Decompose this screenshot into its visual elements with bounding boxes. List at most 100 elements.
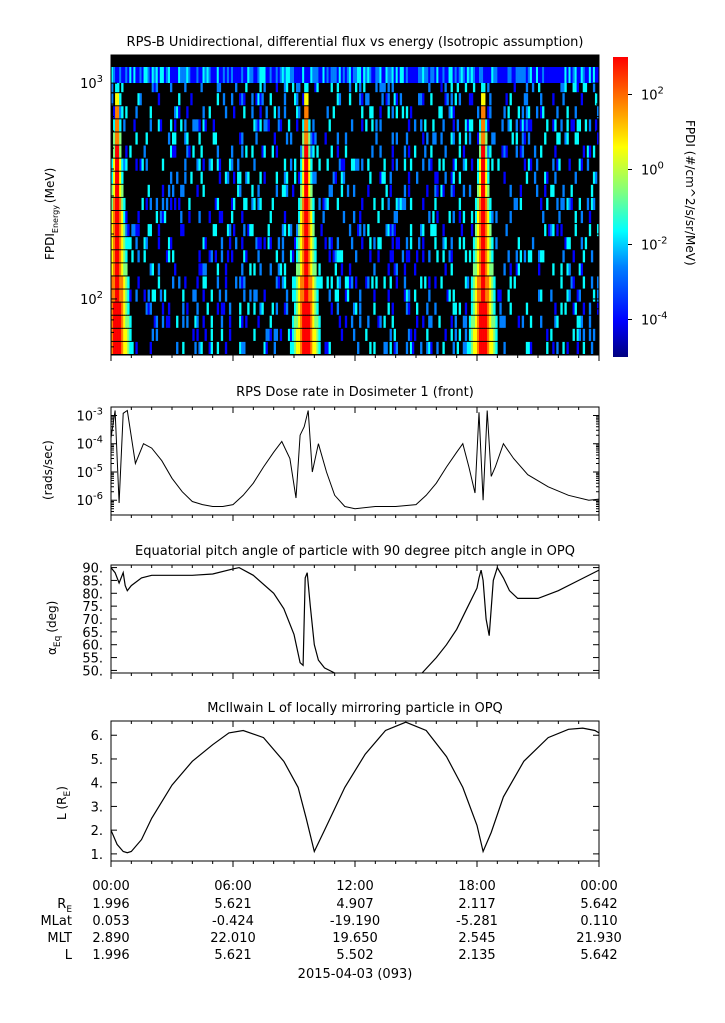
spectrogram-cell <box>328 184 331 197</box>
spectrogram-cell <box>584 237 588 250</box>
spectrogram-cell <box>300 328 303 341</box>
spectrogram-cell <box>334 250 337 263</box>
spectrogram-cell <box>300 302 303 315</box>
spectrogram-cell <box>413 119 417 132</box>
spectrogram-cell <box>350 119 354 132</box>
spectrogram-cell <box>338 93 342 106</box>
spectrogram-cell <box>387 106 390 119</box>
spectrogram-cell <box>255 289 258 302</box>
spectrogram-cell <box>519 145 523 158</box>
pitch-series-line-2 <box>421 566 600 674</box>
spectrogram-cell <box>115 171 118 184</box>
spectrogram-cell <box>489 197 492 210</box>
spectrogram-cell <box>310 67 313 83</box>
spectrogram-cell <box>176 106 179 119</box>
spectrogram-cell <box>487 145 490 158</box>
spectrogram-cell <box>308 263 311 276</box>
spectrogram-cell <box>216 341 220 354</box>
spectrogram-cell <box>202 184 205 197</box>
spectrogram-cell <box>243 197 246 210</box>
spectrogram-cell <box>182 315 185 328</box>
spectrogram-cell <box>121 250 124 263</box>
spectrogram-cell <box>481 263 484 276</box>
spectrogram-cell <box>481 302 484 315</box>
spectrogram-cell <box>568 289 571 302</box>
spectrogram-cell <box>487 237 490 250</box>
spectrogram-cell <box>348 224 352 237</box>
spectrogram-cell <box>472 263 476 276</box>
spectrogram-cell <box>434 197 437 210</box>
spectrogram-cell <box>491 263 494 276</box>
spectrogram-cell <box>470 158 474 171</box>
spectrogram-cell <box>515 263 518 276</box>
spectrogram-cell <box>434 302 437 315</box>
spectrogram-cell <box>458 211 462 224</box>
spectrogram-cell <box>198 250 201 263</box>
spectrogram-cell <box>300 211 303 224</box>
spectrogram-cell <box>119 145 122 158</box>
spectrogram-cell <box>247 224 250 237</box>
spectrogram-cell <box>239 276 242 289</box>
spectrogram-cell <box>487 184 490 197</box>
spectrogram-cell <box>316 328 319 341</box>
spectrogram-cell <box>491 250 494 263</box>
spectrogram-cell <box>281 276 285 289</box>
spectrogram-cell <box>289 67 293 83</box>
spectrogram-cell <box>489 93 492 106</box>
spectrogram-cell <box>485 302 488 315</box>
spectrogram-cell <box>430 145 433 158</box>
spectrogram-cell <box>216 80 220 93</box>
spectrogram-cell <box>178 93 181 106</box>
spectrogram-cell <box>596 276 600 289</box>
spectrogram-cell <box>485 184 488 197</box>
spectrogram-cell <box>413 145 417 158</box>
spectrogram-cell <box>115 197 118 210</box>
spectrogram-cell <box>296 93 299 106</box>
spectrogram-cell <box>544 224 547 237</box>
spectrogram-cell <box>509 211 512 224</box>
spectrogram-cell <box>487 171 490 184</box>
ephemeris-value: 2.117 <box>458 897 495 912</box>
spectrogram-cell <box>210 289 213 302</box>
spectrogram-cell <box>208 250 211 263</box>
spectrogram-cell <box>296 250 299 263</box>
spectrogram-cell <box>302 237 305 250</box>
spectrogram-cell <box>371 119 374 132</box>
spectrogram-cell <box>525 67 529 83</box>
spectrogram-cell <box>479 132 482 145</box>
spectrogram-cell <box>202 237 205 250</box>
spectrogram-cell <box>111 158 114 171</box>
spectrogram-cell <box>477 106 480 119</box>
spectrogram-cell <box>115 106 118 119</box>
spectrogram-cell <box>385 341 388 354</box>
spectrogram-cell <box>477 341 480 354</box>
spectrogram-cell <box>513 197 516 210</box>
spectrogram-cell <box>424 67 427 83</box>
spectrogram-cell <box>340 67 344 83</box>
spectrogram-cell <box>111 289 114 302</box>
spectrogram-cell <box>420 341 423 354</box>
spectrogram-cell <box>289 132 293 145</box>
spectrogram-cell <box>184 276 187 289</box>
spectrogram-cell <box>314 328 317 341</box>
spectrogram-cell <box>489 289 492 302</box>
spectrogram-cell <box>452 171 455 184</box>
spectrogram-cell <box>483 211 486 224</box>
spectrogram-cell <box>436 171 439 184</box>
spectrogram-cell <box>409 158 413 171</box>
spectrogram-cell <box>538 67 541 83</box>
spectrogram-cell <box>493 302 496 315</box>
spectrogram-cell <box>503 171 506 184</box>
spectrogram-cell <box>316 67 319 83</box>
spectrogram-cell <box>373 67 376 83</box>
spectrogram-cell <box>304 237 307 250</box>
spectrogram-cell <box>314 289 317 302</box>
spectrogram-cell <box>422 315 425 328</box>
spectrogram-cell <box>111 197 114 210</box>
spectrogram-cell <box>440 184 443 197</box>
spectrogram-cell <box>180 224 183 237</box>
spectrogram-cell <box>525 80 529 93</box>
spectrogram-cell <box>257 93 260 106</box>
y-tick-label: 5. <box>91 753 103 768</box>
spectrogram-cell <box>399 93 403 106</box>
